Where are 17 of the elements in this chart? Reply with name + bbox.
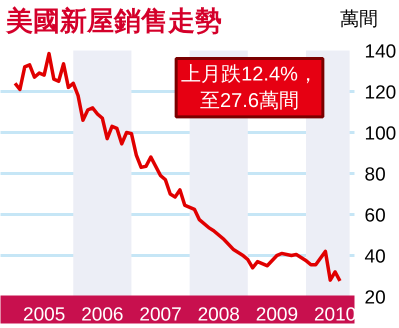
y-tick-label: 60 bbox=[364, 206, 386, 226]
x-tick-label: 2005 bbox=[23, 304, 66, 326]
x-tick-label: 2008 bbox=[198, 304, 240, 326]
y-tick-label: 120 bbox=[364, 82, 396, 104]
y-tick-label: 80 bbox=[364, 164, 386, 186]
y-tick-label: 100 bbox=[364, 124, 396, 144]
y-tick-label: 20 bbox=[364, 288, 386, 308]
y-tick-label: 40 bbox=[364, 246, 386, 268]
x-tick-label: 2007 bbox=[139, 304, 182, 326]
line-series bbox=[13, 52, 342, 283]
x-tick-label: 2010 bbox=[314, 304, 356, 326]
chart-title: 美國新屋銷售走勢 bbox=[6, 5, 222, 38]
x-tick-label: 2009 bbox=[256, 304, 298, 326]
y-axis-title: 萬間 bbox=[340, 8, 378, 32]
annotation: 上月跌12.4%，至27.6萬間 bbox=[181, 64, 318, 112]
y-tick-label: 140 bbox=[364, 42, 396, 62]
x-tick-label: 2006 bbox=[81, 304, 124, 326]
